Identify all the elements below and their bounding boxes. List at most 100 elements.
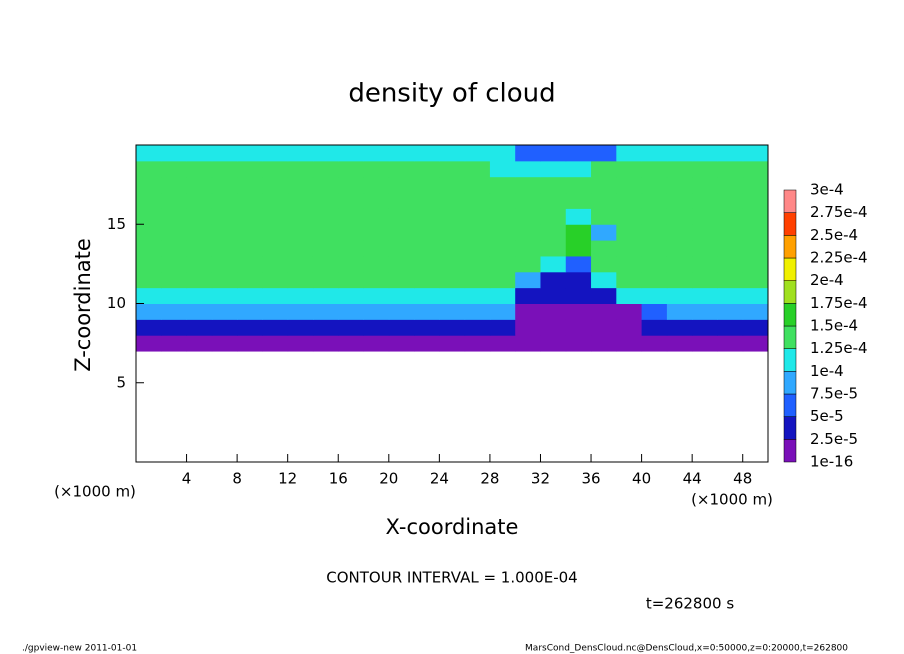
field-cell	[211, 287, 238, 304]
colorbar-box	[783, 348, 797, 372]
field-cell	[591, 192, 617, 209]
field-cell	[287, 271, 314, 289]
field-cell	[540, 192, 567, 209]
field-cell	[414, 160, 440, 178]
field-cell	[540, 271, 567, 289]
field-cell	[414, 271, 440, 289]
field-cell	[616, 303, 643, 320]
field-cell	[666, 319, 693, 336]
field-cell	[591, 303, 617, 320]
field-cell	[237, 335, 263, 352]
field-cell	[211, 145, 238, 162]
field-cell	[489, 160, 516, 178]
field-cell	[565, 224, 592, 241]
field-cell	[515, 224, 541, 241]
field-cell	[464, 208, 491, 225]
field-cell	[161, 335, 188, 352]
field-cell	[211, 271, 238, 289]
field-cell	[591, 287, 617, 304]
colorbar-box	[783, 416, 797, 440]
field-cell	[363, 255, 390, 273]
field-cell	[666, 271, 693, 289]
field-cell	[388, 192, 415, 209]
field-cell	[414, 192, 440, 209]
field-cell	[388, 208, 415, 225]
field-cell	[717, 319, 744, 336]
colorbar-box	[783, 371, 797, 395]
field-cell	[591, 160, 617, 178]
y-axis-label: Z-coordinate	[71, 238, 95, 372]
field-cell	[414, 303, 440, 320]
field-cell	[641, 145, 668, 162]
field-cell	[717, 224, 744, 241]
field-cell	[515, 160, 541, 178]
x-tick-label: 40	[632, 470, 651, 488]
field-cell	[136, 145, 162, 162]
field-cell	[363, 224, 390, 241]
field-cell	[641, 319, 668, 336]
field-cell	[692, 335, 718, 352]
field-cell	[262, 303, 289, 320]
field-cell	[262, 145, 289, 162]
field-cell	[363, 176, 390, 194]
field-cell	[312, 271, 339, 289]
field-cell	[565, 145, 592, 162]
colorbar-label: 1.25e-4	[810, 339, 868, 357]
field-cell	[312, 287, 339, 304]
field-cell	[540, 335, 567, 352]
x-tick-label: 8	[232, 470, 242, 488]
field-cell	[717, 160, 744, 178]
field-cell	[489, 224, 516, 241]
field-cell	[464, 335, 491, 352]
field-cell	[515, 287, 541, 304]
field-cell	[565, 240, 592, 257]
field-cell	[616, 287, 643, 304]
colorbar-label: 3e-4	[810, 181, 844, 199]
field-cell	[186, 208, 213, 225]
field-cell	[136, 271, 162, 289]
field-cell	[464, 224, 491, 241]
field-cell	[565, 160, 592, 178]
field-cell	[489, 255, 516, 273]
field-cell	[692, 319, 718, 336]
field-cell	[565, 319, 592, 336]
field-cell	[616, 176, 643, 194]
field-cell	[591, 208, 617, 225]
field-cell	[666, 335, 693, 352]
field-cell	[616, 255, 643, 273]
field-cell	[287, 145, 314, 162]
field-cell	[414, 240, 440, 257]
field-cell	[489, 176, 516, 194]
field-cell	[540, 208, 567, 225]
field-cell	[565, 208, 592, 225]
field-cell	[262, 240, 289, 257]
field-cell	[338, 192, 365, 209]
colorbar-box	[783, 325, 797, 349]
field-cell	[136, 176, 162, 194]
field-cell	[666, 192, 693, 209]
colorbar-label: 2.75e-4	[810, 203, 868, 221]
field-cell	[616, 319, 643, 336]
field-cell	[161, 145, 188, 162]
field-cell	[489, 287, 516, 304]
colorbar-label: 1e-4	[810, 362, 844, 380]
field-cell	[211, 176, 238, 194]
field-cell	[439, 160, 466, 178]
field-cell	[565, 271, 592, 289]
field-cell	[161, 255, 188, 273]
field-cell	[312, 192, 339, 209]
field-cell	[464, 192, 491, 209]
field-cell	[237, 208, 263, 225]
field-cell	[515, 319, 541, 336]
field-cell	[287, 335, 314, 352]
field-cell	[717, 208, 744, 225]
field-cell	[388, 176, 415, 194]
field-cell	[489, 192, 516, 209]
field-cell	[338, 319, 365, 336]
field-cell	[717, 176, 744, 194]
field-cell	[338, 208, 365, 225]
field-cell	[540, 255, 567, 273]
field-cell	[388, 255, 415, 273]
field-cell	[161, 176, 188, 194]
